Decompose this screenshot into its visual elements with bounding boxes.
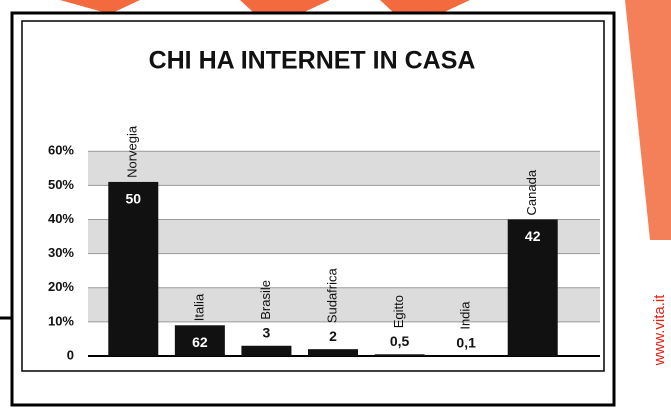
bar-label: 50 xyxy=(125,191,141,207)
category-label: India xyxy=(458,301,473,330)
decoration xyxy=(625,0,671,240)
category-label: Norvegia xyxy=(125,125,140,178)
category-label: Egitto xyxy=(391,295,406,328)
source: www.vita.it xyxy=(651,294,668,367)
category-label: Italia xyxy=(191,293,206,321)
bar-label: 2 xyxy=(329,328,337,344)
y-tick-label: 50% xyxy=(48,177,74,192)
bar xyxy=(174,325,225,356)
category-label: Canada xyxy=(524,169,539,215)
y-tick-label: 30% xyxy=(48,245,74,260)
decoration xyxy=(60,0,140,14)
chart-title: CHI HA INTERNET IN CASA xyxy=(149,47,476,75)
bar xyxy=(374,354,425,356)
bar xyxy=(108,181,159,356)
y-tick-label: 60% xyxy=(48,143,74,158)
bar-label: 62 xyxy=(192,334,208,350)
y-tick-label: 10% xyxy=(48,313,74,328)
y-tick-label: 0 xyxy=(67,347,74,362)
category-label: Brasile xyxy=(258,280,273,320)
bar-label: 42 xyxy=(525,228,541,244)
decoration xyxy=(240,0,330,14)
bar xyxy=(507,219,558,356)
bar xyxy=(241,345,292,356)
bar-label: 0,1 xyxy=(456,334,476,350)
y-tick-label: 20% xyxy=(48,279,74,294)
category-label: Sudafrica xyxy=(324,267,339,323)
decoration xyxy=(380,0,470,14)
bar xyxy=(308,349,358,356)
bar-label: 3 xyxy=(263,324,271,340)
bar-label: 0,5 xyxy=(390,333,410,349)
y-tick-label: 40% xyxy=(48,211,74,226)
grid-band xyxy=(88,151,600,186)
